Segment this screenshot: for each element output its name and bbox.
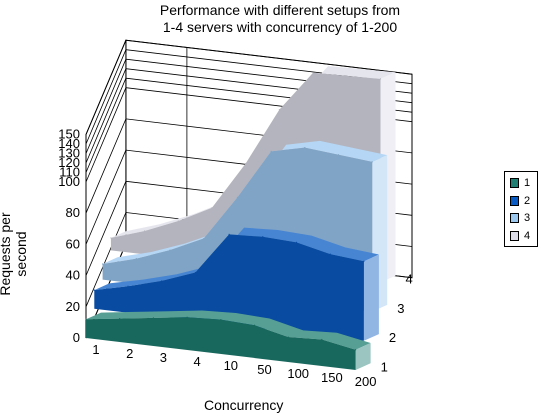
y-tick-label: 20 [66, 299, 80, 314]
series-1-ribbon [85, 310, 371, 370]
y-tick-label: 150 [58, 127, 80, 142]
legend-label: 3 [524, 212, 531, 224]
data-point [355, 349, 357, 351]
series-front-face [86, 317, 356, 370]
x-tick-label: 100 [287, 366, 309, 381]
data-point [371, 161, 373, 163]
y-tick-label: 60 [66, 236, 80, 251]
legend-label: 2 [524, 194, 531, 207]
x-tick-label: 200 [355, 374, 377, 389]
data-point [236, 196, 238, 198]
x-tick-label: 4 [193, 354, 200, 369]
y-tick-label: 40 [66, 268, 80, 283]
data-point [127, 285, 129, 287]
data-point [93, 289, 95, 291]
legend-swatch [510, 195, 519, 206]
data-point [110, 237, 112, 239]
data-point [253, 324, 256, 326]
legend-swatch [510, 230, 519, 241]
data-point [152, 317, 154, 319]
legend-label: 4 [524, 229, 531, 242]
series-end-face [363, 254, 379, 341]
depth-tick-label: 3 [397, 301, 404, 316]
data-point [211, 207, 213, 209]
data-point [85, 318, 87, 320]
data-point [203, 237, 205, 240]
chart-title-line-2: 1-4 servers with concurrency of 1-200 [162, 19, 398, 35]
data-point [228, 233, 230, 235]
data-point [346, 75, 348, 77]
data-point [278, 109, 280, 111]
x-tick-label: 1 [92, 342, 99, 357]
y-tick-label: 80 [66, 205, 80, 220]
data-point [329, 253, 331, 255]
series-top-surface [94, 227, 379, 291]
data-point [379, 78, 382, 80]
data-point [295, 241, 298, 243]
data-point [169, 249, 171, 251]
depth-tick-label: 1 [381, 359, 388, 374]
y-tick-label: 100 [58, 174, 80, 189]
data-point [363, 260, 365, 262]
x-tick-label: 50 [257, 362, 271, 377]
y-tick-label: 120 [58, 155, 80, 170]
data-point [321, 338, 323, 341]
data-point [119, 318, 121, 320]
series-end-face [355, 343, 371, 370]
x-tick-label: 3 [160, 350, 167, 365]
y-tick-label: 130 [58, 146, 80, 161]
data-point [262, 236, 264, 238]
series-top-surface [102, 140, 388, 264]
data-point [135, 258, 137, 260]
data-point [312, 72, 314, 74]
data-point [337, 154, 340, 156]
legend-label: 1 [524, 177, 531, 189]
data-point [194, 271, 196, 274]
legend: 1 2 3 4 [504, 171, 538, 247]
data-point [304, 147, 306, 149]
depth-tick-label: 4 [406, 272, 413, 287]
series-top-surface [86, 310, 371, 350]
y-tick-label: 0 [73, 330, 80, 345]
y-tick-label: 140 [58, 136, 80, 151]
gridline [85, 39, 413, 135]
y-tick-label: 110 [59, 165, 80, 180]
legend-swatch [510, 213, 519, 223]
depth-tick-label: 2 [389, 330, 396, 345]
gridline [85, 49, 413, 145]
x-tick-label: 10 [224, 358, 238, 373]
data-point [177, 220, 179, 222]
x-tick-label: 2 [126, 346, 133, 361]
legend-swatch [510, 178, 519, 188]
data-point [245, 162, 247, 165]
x-axis-label: Concurrency [204, 397, 284, 413]
data-point [270, 150, 272, 152]
data-point [186, 316, 188, 318]
chart-title-line-1: Performance with different setups from [159, 2, 401, 18]
data-point [220, 319, 222, 321]
data-point [287, 336, 289, 338]
data-point [161, 280, 163, 282]
y-axis-label: Requests per second [0, 212, 29, 296]
x-tick-label: 150 [321, 370, 343, 385]
data-point [144, 230, 146, 232]
data-point [102, 263, 104, 265]
